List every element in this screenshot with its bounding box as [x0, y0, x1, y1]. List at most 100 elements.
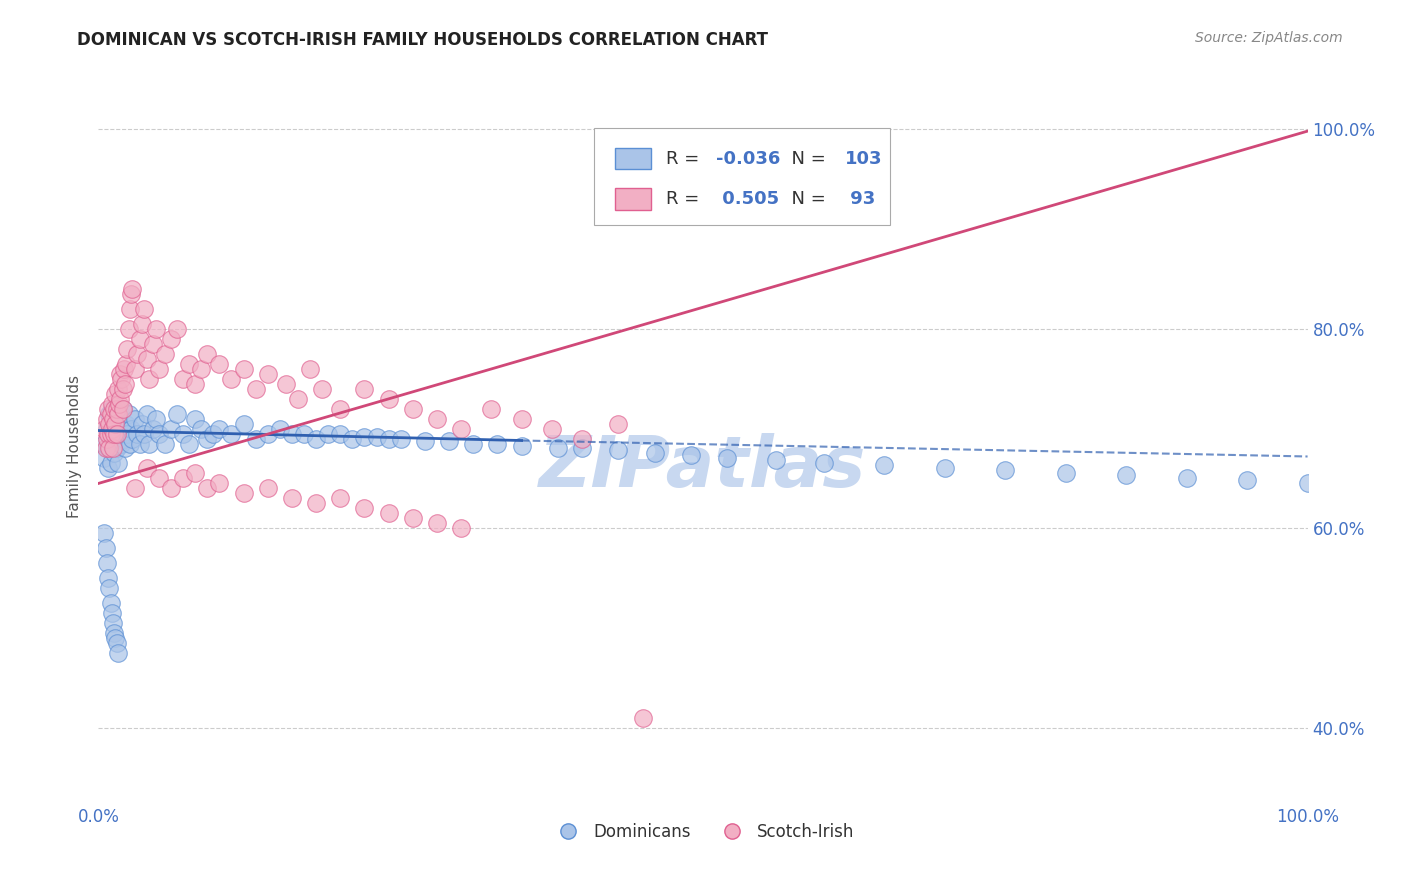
Point [117, 426, 139, 441]
Point [110, 436, 132, 450]
Text: 0.505: 0.505 [716, 190, 779, 208]
Point [1175, 471, 1198, 485]
Point [305, 496, 328, 510]
Point [463, 436, 485, 450]
Point [184, 411, 207, 425]
Point [114, 442, 136, 456]
Point [1296, 476, 1319, 491]
Y-axis label: Family Households: Family Households [67, 375, 83, 517]
Point [108, 407, 131, 421]
Point [232, 417, 254, 431]
Point [179, 436, 201, 450]
Text: R =: R = [665, 190, 704, 208]
Point [101, 411, 124, 425]
Point [160, 332, 183, 346]
Point [135, 407, 157, 421]
Point [245, 382, 267, 396]
Point [179, 357, 201, 371]
Point [934, 461, 956, 475]
Point [118, 322, 141, 336]
Point [571, 432, 593, 446]
Point [172, 371, 194, 385]
Point [148, 426, 170, 441]
Point [97, 426, 120, 441]
Text: DOMINICAN VS SCOTCH-IRISH FAMILY HOUSEHOLDS CORRELATION CHART: DOMINICAN VS SCOTCH-IRISH FAMILY HOUSEHO… [77, 31, 768, 49]
Point [108, 426, 131, 441]
Text: ZIPatlas: ZIPatlas [540, 433, 866, 502]
Point [127, 426, 149, 441]
Point [245, 432, 267, 446]
Point [97, 461, 120, 475]
Point [402, 511, 425, 525]
Point [311, 382, 333, 396]
Point [208, 476, 231, 491]
Point [269, 421, 291, 435]
Point [118, 301, 141, 316]
Point [571, 442, 593, 456]
Point [97, 571, 120, 585]
Point [100, 421, 122, 435]
Text: R =: R = [665, 150, 704, 168]
Point [100, 407, 122, 421]
FancyBboxPatch shape [614, 188, 651, 210]
Point [103, 446, 125, 460]
Point [437, 434, 460, 448]
Point [98, 581, 121, 595]
Point [292, 426, 315, 441]
Point [142, 421, 165, 435]
Point [105, 442, 128, 456]
Point [256, 482, 278, 496]
Point [108, 396, 131, 410]
Point [402, 401, 425, 416]
Point [124, 361, 146, 376]
Point [134, 426, 156, 441]
Point [166, 407, 188, 421]
Point [329, 491, 352, 506]
Point [160, 421, 183, 435]
Point [121, 432, 143, 446]
Point [190, 361, 212, 376]
Text: Source: ZipAtlas.com: Source: ZipAtlas.com [1195, 31, 1343, 45]
Point [104, 386, 127, 401]
Point [94, 442, 117, 456]
Point [138, 371, 160, 385]
Point [111, 401, 134, 416]
Point [96, 556, 118, 570]
Point [481, 401, 503, 416]
Point [124, 482, 146, 496]
Point [100, 421, 122, 435]
Point [93, 421, 115, 435]
FancyBboxPatch shape [595, 128, 890, 225]
Point [195, 347, 218, 361]
Point [353, 501, 375, 516]
Point [153, 436, 176, 450]
Point [184, 376, 207, 391]
Text: -0.036: -0.036 [716, 150, 780, 168]
Point [145, 411, 167, 425]
Point [232, 361, 254, 376]
Point [105, 636, 128, 650]
Point [342, 432, 364, 446]
Point [96, 411, 118, 425]
Point [107, 646, 129, 660]
Point [631, 711, 654, 725]
Point [145, 322, 167, 336]
Point [994, 463, 1017, 477]
Point [221, 371, 243, 385]
Point [377, 432, 399, 446]
Point [100, 606, 122, 620]
Point [100, 426, 122, 441]
Point [353, 382, 375, 396]
Point [135, 461, 157, 475]
Point [93, 436, 115, 450]
Point [128, 332, 150, 346]
Point [184, 467, 207, 481]
Point [101, 616, 124, 631]
Point [510, 440, 533, 454]
Point [450, 421, 472, 435]
Point [96, 421, 118, 435]
Legend: Dominicans, Scotch-Irish: Dominicans, Scotch-Irish [544, 817, 862, 848]
Point [118, 407, 141, 421]
Point [377, 392, 399, 406]
Point [117, 342, 139, 356]
